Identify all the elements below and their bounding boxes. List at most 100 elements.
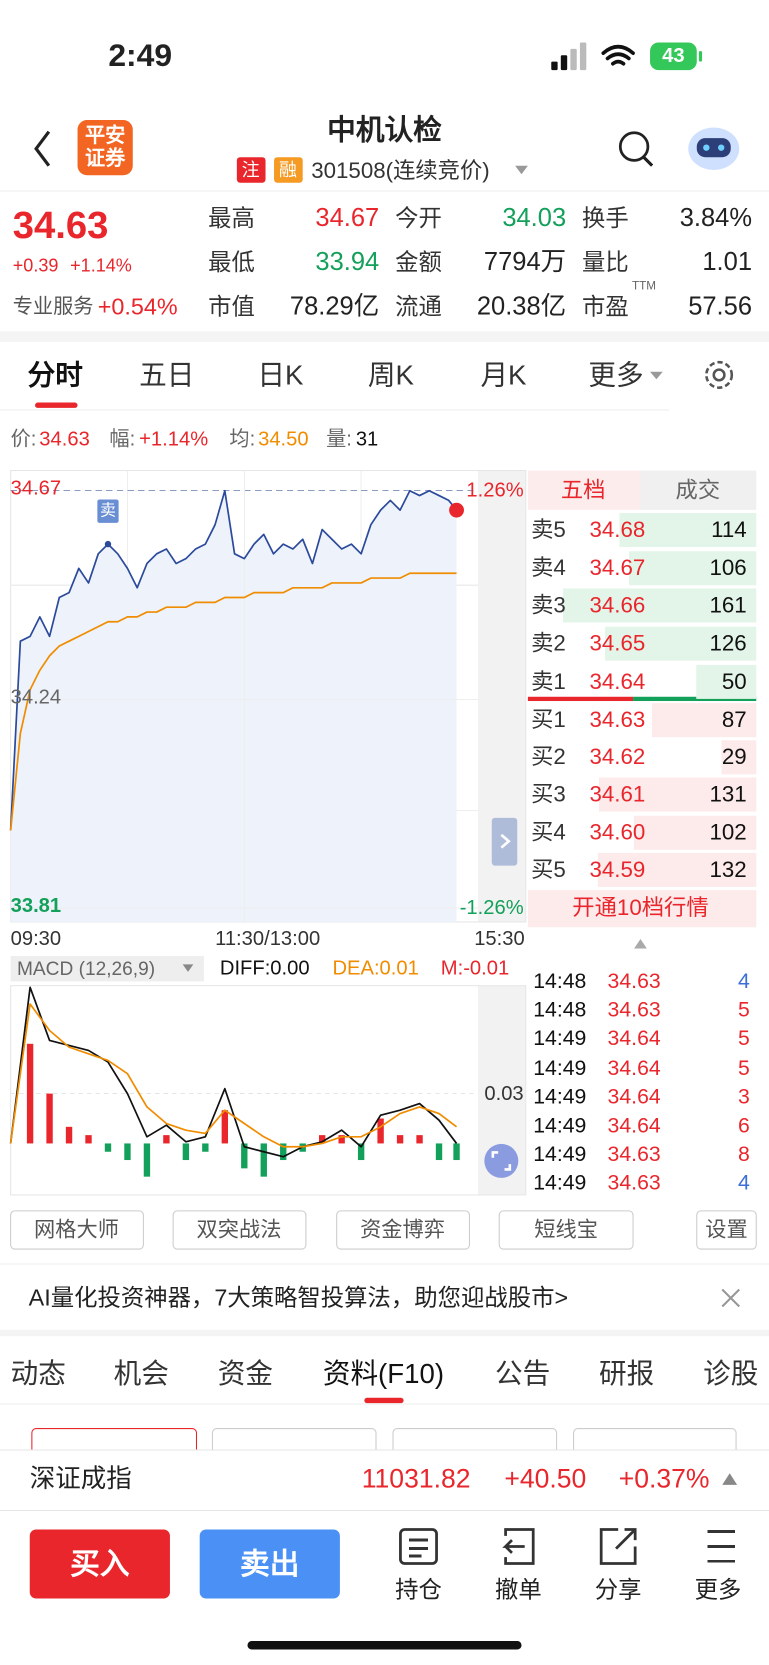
period-tab[interactable]: 分时 — [27, 359, 83, 391]
price-line — [9, 489, 458, 831]
x-tick-label: 09:30 — [10, 927, 62, 951]
trade-marker-text: 卖 — [99, 502, 116, 521]
tool-button[interactable]: 双突战法 — [196, 1218, 282, 1242]
info-tab[interactable]: 公告 — [494, 1357, 551, 1390]
info-tab[interactable]: 动态 — [10, 1357, 66, 1390]
tool-button[interactable]: 短线宝 — [534, 1218, 598, 1242]
price-line — [9, 572, 457, 831]
dropdown-icon[interactable] — [182, 964, 194, 972]
y2-tick-label: 1.26% — [466, 479, 524, 502]
action-label[interactable]: 分享 — [594, 1576, 642, 1603]
macd-bar — [46, 1093, 53, 1144]
back-icon[interactable] — [34, 130, 51, 167]
level-label: 卖4 — [531, 556, 566, 581]
macd-bar — [182, 1143, 190, 1161]
action-label[interactable]: 撤单 — [494, 1576, 542, 1603]
trade-price: 34.63 — [607, 1143, 661, 1167]
period-tab[interactable]: 周K — [367, 359, 414, 391]
battery: 43 — [662, 45, 685, 68]
field-label: 量比 — [582, 248, 629, 276]
index-value: 11031.82 — [361, 1464, 471, 1494]
field-value: 57.56 — [688, 292, 753, 321]
index-change: +40.50 — [504, 1464, 587, 1494]
indicator-value: M:-0.01 — [440, 957, 510, 980]
buy-button[interactable] — [29, 1529, 170, 1599]
info-tab[interactable]: 诊股 — [703, 1357, 759, 1390]
level-volume: 161 — [709, 593, 747, 618]
macd-bar — [221, 1110, 229, 1144]
sell-label[interactable]: 卖出 — [240, 1547, 300, 1581]
period-tab[interactable]: 月K — [480, 359, 527, 391]
action-label[interactable]: 更多 — [694, 1576, 742, 1603]
field-label: 市盈 — [582, 293, 629, 320]
book-tab[interactable]: 成交 — [675, 478, 721, 503]
tag: 融 — [278, 159, 297, 181]
level-label: 买4 — [531, 820, 566, 845]
settings-icon[interactable] — [705, 360, 734, 389]
tag: 注 — [241, 159, 260, 181]
collapse-icon[interactable] — [634, 938, 647, 949]
trade-price: 34.63 — [607, 998, 661, 1022]
action-icons — [399, 1528, 736, 1565]
trade-price: 34.64 — [607, 1085, 661, 1109]
period-tab[interactable]: 更多 — [588, 359, 644, 391]
tool-button[interactable]: 网格大师 — [33, 1218, 119, 1242]
info-tab[interactable]: 资金 — [217, 1357, 273, 1390]
period-tab[interactable]: 日K — [257, 359, 304, 391]
period-tab[interactable]: 五日 — [139, 359, 195, 391]
assistant-icon[interactable] — [688, 127, 740, 170]
field-label: 最低 — [208, 248, 255, 276]
depth-bar — [633, 815, 757, 850]
depth-bar — [721, 740, 757, 775]
tool-button[interactable]: 设置 — [705, 1218, 748, 1242]
field-label: 今开 — [395, 204, 442, 232]
field-value: 34.03 — [502, 203, 567, 233]
band — [0, 1329, 769, 1337]
indicator-name: MACD (12,26,9) — [16, 958, 156, 980]
book-tab[interactable]: 五档 — [560, 478, 606, 503]
trade-volume: 8 — [738, 1143, 750, 1167]
trade-time: 14:48 — [533, 969, 587, 994]
home-indicator — [247, 1641, 522, 1650]
macd-bar — [416, 1135, 423, 1144]
macd-line — [9, 986, 458, 1158]
split-line — [633, 696, 757, 702]
upgrade-bg[interactable] — [527, 890, 757, 928]
level-label: 卖3 — [531, 593, 566, 618]
trade-volume: 4 — [738, 969, 750, 994]
upgrade-link[interactable]: 开通10档行情 — [572, 895, 709, 921]
expand-button[interactable] — [491, 817, 518, 866]
tool-button[interactable]: 资金博弈 — [360, 1218, 446, 1242]
field-label: 流通 — [395, 293, 442, 320]
zoom-button[interactable] — [484, 1143, 519, 1178]
index-bar[interactable] — [0, 1449, 769, 1511]
info-label: 价: — [10, 428, 37, 451]
level-price: 34.59 — [589, 857, 646, 883]
macd-bar — [435, 1143, 443, 1161]
info-tab[interactable]: 机会 — [113, 1357, 169, 1390]
action-label[interactable]: 持仓 — [395, 1576, 442, 1603]
dropdown-icon[interactable] — [650, 371, 663, 380]
field-value: 3.84% — [679, 203, 753, 233]
index-name: 深证成指 — [29, 1464, 132, 1494]
close-icon[interactable] — [721, 1288, 741, 1308]
sell-button[interactable] — [199, 1529, 340, 1599]
info-tab[interactable]: 研报 — [599, 1357, 655, 1390]
indicator-selector[interactable] — [10, 955, 204, 982]
macd-bar — [104, 1143, 112, 1152]
info-label: 均: — [229, 428, 256, 451]
macd-bar — [396, 1135, 404, 1144]
trade-marker-dot — [104, 540, 112, 548]
info-tab[interactable]: 资料(F10) — [322, 1357, 445, 1390]
macd-bar — [318, 1135, 326, 1144]
trade-volume: 5 — [738, 1056, 750, 1080]
buy-label[interactable]: 买入 — [70, 1547, 130, 1581]
price: 34.63 — [12, 202, 109, 247]
search-icon[interactable] — [618, 131, 654, 167]
banner[interactable]: AI量化投资神器，7大策略智投算法，助您迎战股市> — [28, 1284, 569, 1311]
expand-icon[interactable] — [722, 1473, 738, 1485]
dropdown-icon[interactable] — [515, 165, 528, 175]
trade-volume: 3 — [738, 1085, 750, 1109]
depth-bar — [605, 626, 757, 661]
